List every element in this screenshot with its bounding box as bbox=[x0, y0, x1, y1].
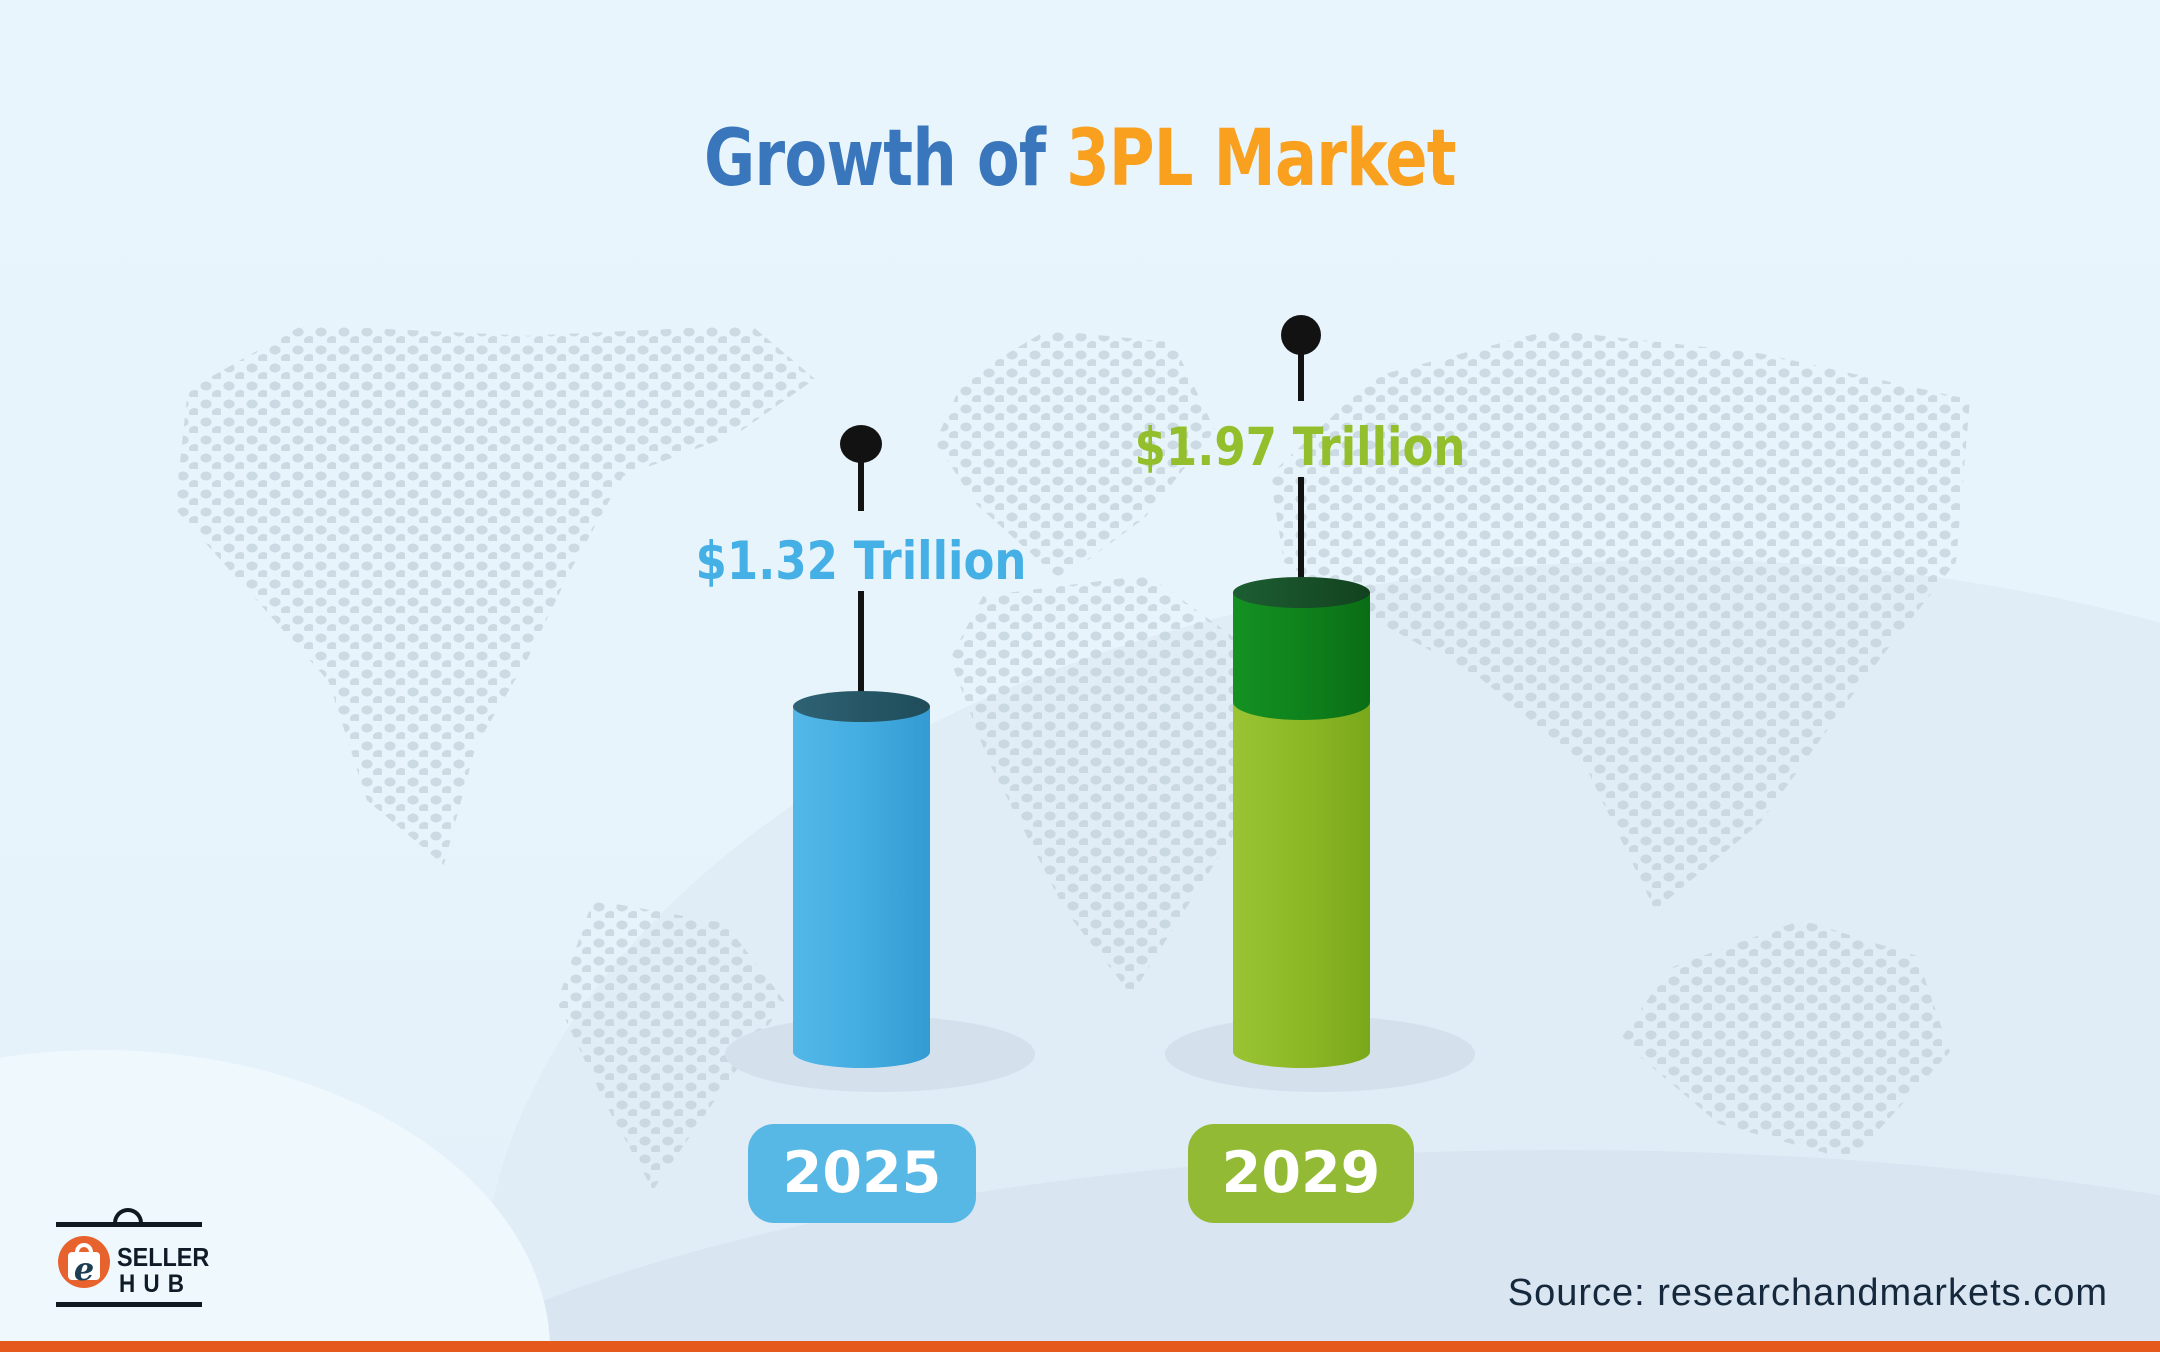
pin-dot-icon-2029 bbox=[1281, 315, 1321, 355]
pin-dot-icon-2025 bbox=[840, 425, 882, 463]
page-title: Growth of 3PL Market bbox=[0, 120, 2160, 198]
cylinder-dark-segment-2029 bbox=[1233, 592, 1370, 720]
cylinder-top-2029 bbox=[1233, 577, 1370, 608]
title-prefix: Growth of bbox=[704, 114, 1067, 204]
continent-dots-north-america bbox=[175, 325, 815, 865]
title-highlight: 3PL Market bbox=[1066, 114, 1456, 204]
sellerhub-logo: e SELLER HUB bbox=[56, 1208, 210, 1312]
bag-handle-icon bbox=[113, 1208, 143, 1225]
pin-stem-lower-2025 bbox=[858, 591, 864, 692]
sellerhub-badge-icon: e bbox=[58, 1236, 110, 1288]
badge-bag-handle-icon bbox=[75, 1243, 93, 1257]
logo-top-line bbox=[56, 1222, 202, 1227]
pin-stem-upper-2029 bbox=[1298, 353, 1304, 401]
pin-stem-lower-2029 bbox=[1298, 477, 1304, 578]
logo-monogram: e bbox=[73, 1250, 95, 1288]
pin-stem-upper-2025 bbox=[858, 461, 864, 511]
bottom-accent-bar bbox=[0, 1341, 2160, 1352]
cylinder-top-2025 bbox=[793, 691, 930, 722]
logo-text-hub: HUB bbox=[119, 1270, 193, 1298]
logo-text-seller: SELLER bbox=[117, 1242, 210, 1272]
year-pill-2029: 2029 bbox=[1188, 1124, 1414, 1223]
logo-bottom-line bbox=[56, 1302, 202, 1307]
year-pill-2025: 2025 bbox=[748, 1124, 976, 1223]
cylinder-bar-2025 bbox=[793, 706, 930, 1068]
badge-bag-icon bbox=[68, 1252, 100, 1280]
source-attribution: Source: researchandmarkets.com bbox=[1507, 1272, 2108, 1314]
value-label-2029: $1.97 Trillion bbox=[1134, 417, 1466, 478]
value-label-2025: $1.32 Trillion bbox=[695, 531, 1027, 592]
